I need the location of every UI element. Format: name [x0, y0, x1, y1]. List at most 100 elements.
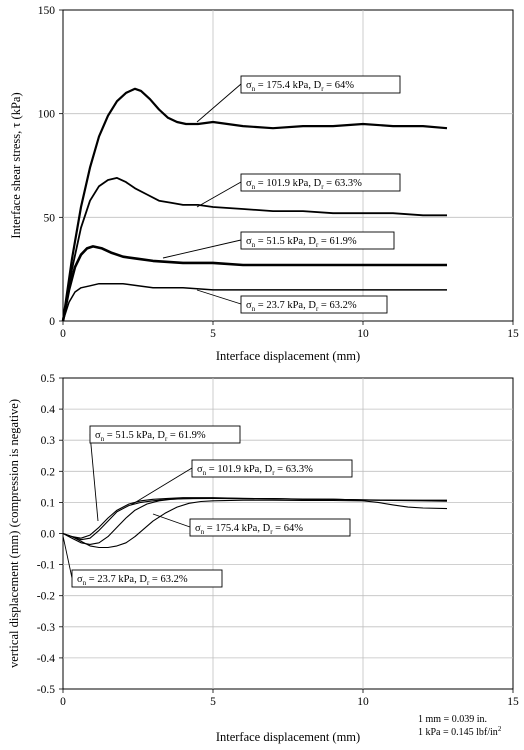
callout-label-part: n — [201, 528, 205, 536]
callout-label-part: σ — [77, 574, 83, 585]
y-tick-label: -0.5 — [37, 684, 55, 696]
callout-label: σn = 23.7 kPa, Dr = 63.2% — [77, 574, 188, 587]
top-y-axis-label: Interface shear stress, τ (kPa) — [9, 92, 23, 238]
y-tick-label: -0.1 — [37, 560, 55, 572]
callout-label-part: = 101.9 kPa, D — [255, 178, 321, 189]
callout-label: σn = 51.5 kPa, Dr = 61.9% — [95, 430, 206, 443]
callout-label-part: n — [203, 469, 207, 477]
bottom-series-lines — [62, 497, 448, 549]
top-series-lines — [61, 87, 448, 322]
callout-label-part: = 101.9 kPa, D — [206, 464, 272, 475]
callout-label-part: r — [316, 241, 319, 249]
callout-box — [71, 569, 223, 588]
callout-leader — [196, 289, 242, 305]
callout-label-part: = 63.2% — [318, 300, 357, 311]
conversion-note-length: 1 mm = 0.039 in. — [418, 714, 487, 725]
y-tick-label: -0.3 — [37, 622, 55, 634]
callout-label-part: n — [252, 241, 256, 249]
callout-label-part: σ — [195, 523, 201, 534]
x-tick-label: 0 — [60, 696, 66, 708]
x-tick-label: 0 — [60, 328, 66, 340]
series-line-1 — [61, 87, 448, 322]
y-tick-label: 0.2 — [41, 466, 56, 478]
top-plot-area — [62, 9, 514, 322]
callout-label-part: = 23.7 kPa, D — [86, 574, 147, 585]
bottom-y-axis-label: vertical displacement (mm) (compression … — [7, 399, 21, 668]
callout-box — [240, 75, 401, 94]
series-line-2 — [62, 176, 447, 322]
callout-label-part: n — [252, 85, 256, 93]
callout-box — [240, 173, 401, 192]
y-tick-label: -0.4 — [37, 653, 55, 665]
callout-leader — [196, 181, 242, 208]
callout-box — [189, 518, 351, 537]
x-tick-label: 5 — [210, 696, 216, 708]
x-tick-label: 15 — [507, 696, 519, 708]
callout-label-part: = 51.5 kPa, D — [104, 430, 165, 441]
callout-label-part: σ — [95, 430, 101, 441]
y-tick-label: 0.1 — [41, 497, 56, 509]
callout-label-part: = 63.3% — [324, 178, 363, 189]
series-line-4 — [62, 282, 447, 322]
series-callout-4: σn = 175.4 kPa, Dr = 64% — [152, 513, 351, 537]
callout-label-part: = 63.3% — [275, 464, 314, 475]
bottom-annotations: σn = 23.7 kPa, Dr = 63.2%σn = 51.5 kPa, … — [62, 425, 353, 588]
series-callout-2: σn = 51.5 kPa, Dr = 61.9% — [89, 425, 241, 522]
callout-box — [191, 459, 353, 478]
series-callout-3: σn = 51.5 kPa, Dr = 61.9% — [162, 231, 395, 259]
y-tick-label: 100 — [38, 109, 56, 121]
callout-label: σn = 101.9 kPa, Dr = 63.3% — [246, 178, 362, 191]
callout-label-part: = 175.4 kPa, D — [255, 80, 321, 91]
callout-leader — [130, 467, 193, 506]
callout-leader — [162, 239, 242, 259]
callout-label-part: r — [147, 579, 150, 587]
callout-leader — [152, 513, 191, 528]
y-tick-label: 150 — [38, 5, 56, 17]
conversion-note-pressure-exp: 2 — [498, 725, 502, 733]
callout-label-part: σ — [246, 300, 252, 311]
bottom-x-axis-label: Interface displacement (mm) — [216, 730, 360, 744]
y-tick-label: 0.0 — [41, 529, 56, 541]
x-tick-label: 5 — [210, 328, 216, 340]
callout-label-part: σ — [246, 236, 252, 247]
x-tick-label: 15 — [507, 328, 519, 340]
callout-label-part: = 61.9% — [167, 430, 206, 441]
callout-label-part: r — [321, 183, 324, 191]
series-line-3 — [62, 497, 448, 545]
callout-label-part: = 61.9% — [318, 236, 357, 247]
callout-label-part: = 51.5 kPa, D — [255, 236, 316, 247]
callout-label: σn = 23.7 kPa, Dr = 63.2% — [246, 300, 357, 313]
top-x-axis-label: Interface displacement (mm) — [216, 349, 360, 363]
y-tick-label: 0.5 — [41, 373, 56, 385]
callout-label-part: r — [270, 528, 273, 536]
x-tick-label: 10 — [357, 328, 369, 340]
series-callout-1: σn = 175.4 kPa, Dr = 64% — [196, 75, 401, 123]
y-tick-label: 0.4 — [41, 404, 56, 416]
callout-label: σn = 51.5 kPa, Dr = 61.9% — [246, 236, 357, 249]
callout-leader — [196, 83, 242, 123]
callout-label-part: σ — [246, 178, 252, 189]
y-tick-label: 0.3 — [41, 435, 56, 447]
callout-box — [240, 231, 395, 250]
top-annotations: σn = 175.4 kPa, Dr = 64%σn = 101.9 kPa, … — [162, 75, 401, 314]
callout-label-part: = 64% — [324, 80, 355, 91]
callout-label: σn = 175.4 kPa, Dr = 64% — [195, 523, 303, 536]
callout-label-part: n — [252, 305, 256, 313]
callout-label-part: n — [252, 183, 256, 191]
callout-box — [240, 295, 388, 314]
top-grid — [59, 9, 514, 325]
series-callout-3: σn = 101.9 kPa, Dr = 63.3% — [130, 459, 353, 506]
callout-leader — [89, 433, 99, 522]
callout-label-part: r — [316, 305, 319, 313]
callout-label-part: = 64% — [273, 523, 304, 534]
conversion-note-pressure-text: 1 kPa = 0.145 lbf/in — [418, 727, 498, 738]
x-tick-label: 10 — [357, 696, 369, 708]
series-callout-4: σn = 23.7 kPa, Dr = 63.2% — [196, 289, 388, 314]
series-line-4 — [62, 499, 448, 549]
callout-label-part: = 23.7 kPa, D — [255, 300, 316, 311]
series-line-3 — [61, 245, 447, 322]
callout-label-part: σ — [246, 80, 252, 91]
